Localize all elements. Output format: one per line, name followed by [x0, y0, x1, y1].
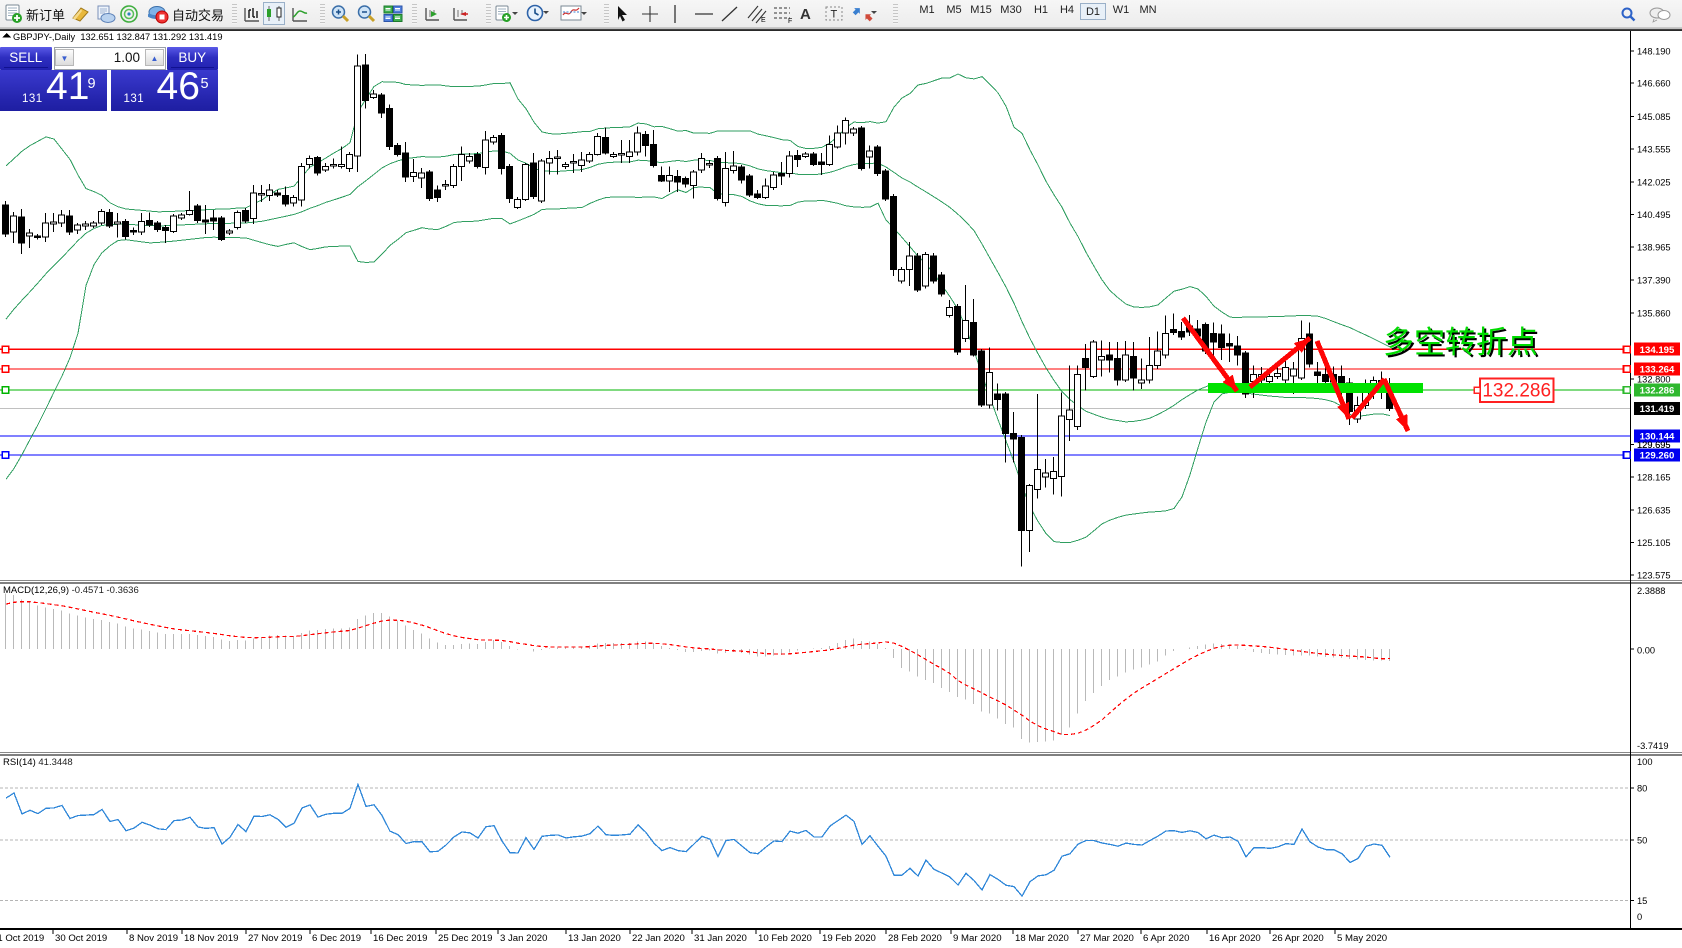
svg-text:E: E: [761, 17, 766, 24]
svg-text:140.495: 140.495: [1637, 210, 1671, 220]
svg-text:129.695: 129.695: [1637, 440, 1671, 450]
svg-text:21 Oct 2019: 21 Oct 2019: [0, 933, 44, 944]
svg-text:0.00: 0.00: [1637, 646, 1655, 656]
svg-text:123.575: 123.575: [1637, 571, 1671, 581]
svg-text:25 Dec 2019: 25 Dec 2019: [438, 933, 492, 944]
svg-text:134.195: 134.195: [1640, 345, 1675, 356]
svg-text:18 Mar 2020: 18 Mar 2020: [1015, 933, 1069, 944]
svg-text:129.260: 129.260: [1640, 451, 1675, 462]
svg-text:F: F: [788, 18, 792, 24]
svg-text:15: 15: [1637, 896, 1647, 906]
svg-text:9 Mar 2020: 9 Mar 2020: [953, 933, 1002, 944]
svg-text:30 Oct 2019: 30 Oct 2019: [55, 933, 107, 944]
svg-text:27 Nov 2019: 27 Nov 2019: [248, 933, 302, 944]
svg-text:19 Feb 2020: 19 Feb 2020: [822, 933, 876, 944]
svg-text:130.144: 130.144: [1640, 432, 1675, 443]
svg-text:131.419: 131.419: [1640, 404, 1675, 415]
svg-text:多空转折点: 多空转折点: [1385, 327, 1540, 362]
svg-text:132.286: 132.286: [1482, 381, 1551, 402]
svg-text:MACD(12,26,9) -0.4571 -0.3636: MACD(12,26,9) -0.4571 -0.3636: [3, 585, 139, 596]
svg-text:143.555: 143.555: [1637, 145, 1671, 155]
svg-text:137.390: 137.390: [1637, 276, 1671, 286]
svg-text:100: 100: [1637, 757, 1653, 767]
svg-text:GBPJPY-,Daily 132.651 132.847: GBPJPY-,Daily 132.651 132.847 131.292 13…: [13, 32, 223, 42]
svg-text:145.085: 145.085: [1637, 112, 1671, 122]
svg-text:26 Apr 2020: 26 Apr 2020: [1272, 933, 1324, 944]
svg-text:146.660: 146.660: [1637, 79, 1671, 89]
svg-text:80: 80: [1637, 784, 1647, 794]
svg-text:5 May 2020: 5 May 2020: [1337, 933, 1387, 944]
svg-text:135.860: 135.860: [1637, 309, 1671, 319]
svg-text:16 Dec 2019: 16 Dec 2019: [373, 933, 427, 944]
svg-text:22 Jan 2020: 22 Jan 2020: [632, 933, 685, 944]
svg-text:0: 0: [1637, 912, 1642, 922]
svg-text:-3.7419: -3.7419: [1637, 741, 1669, 751]
svg-text:125.105: 125.105: [1637, 538, 1671, 548]
svg-text:133.264: 133.264: [1640, 365, 1675, 376]
svg-text:28 Feb 2020: 28 Feb 2020: [888, 933, 942, 944]
svg-text:6 Dec 2019: 6 Dec 2019: [312, 933, 361, 944]
svg-text:132.286: 132.286: [1640, 386, 1675, 397]
svg-text:13 Jan 2020: 13 Jan 2020: [568, 933, 621, 944]
svg-text:2.3888: 2.3888: [1637, 586, 1665, 596]
svg-text:129.695: 129.695: [1637, 440, 1671, 450]
svg-text:RSI(14) 41.3448: RSI(14) 41.3448: [3, 757, 73, 768]
svg-text:142.025: 142.025: [1637, 178, 1671, 188]
svg-text:10 Feb 2020: 10 Feb 2020: [758, 933, 812, 944]
svg-text:138.965: 138.965: [1637, 243, 1671, 253]
svg-text:3 Jan 2020: 3 Jan 2020: [500, 933, 547, 944]
svg-text:T: T: [831, 9, 838, 21]
svg-text:50: 50: [1637, 836, 1647, 846]
svg-text:148.190: 148.190: [1637, 47, 1671, 57]
svg-text:132.800: 132.800: [1637, 375, 1671, 385]
svg-text:31 Jan 2020: 31 Jan 2020: [694, 933, 747, 944]
svg-text:多空转折点: 多空转折点: [1383, 325, 1538, 360]
svg-text:18 Nov 2019: 18 Nov 2019: [184, 933, 238, 944]
svg-text:128.165: 128.165: [1637, 473, 1671, 483]
svg-text:6 Apr 2020: 6 Apr 2020: [1143, 933, 1189, 944]
svg-text:8 Nov 2019: 8 Nov 2019: [129, 933, 178, 944]
svg-text:16 Apr 2020: 16 Apr 2020: [1209, 933, 1261, 944]
svg-text:27 Mar 2020: 27 Mar 2020: [1080, 933, 1134, 944]
svg-text:126.635: 126.635: [1637, 506, 1671, 516]
